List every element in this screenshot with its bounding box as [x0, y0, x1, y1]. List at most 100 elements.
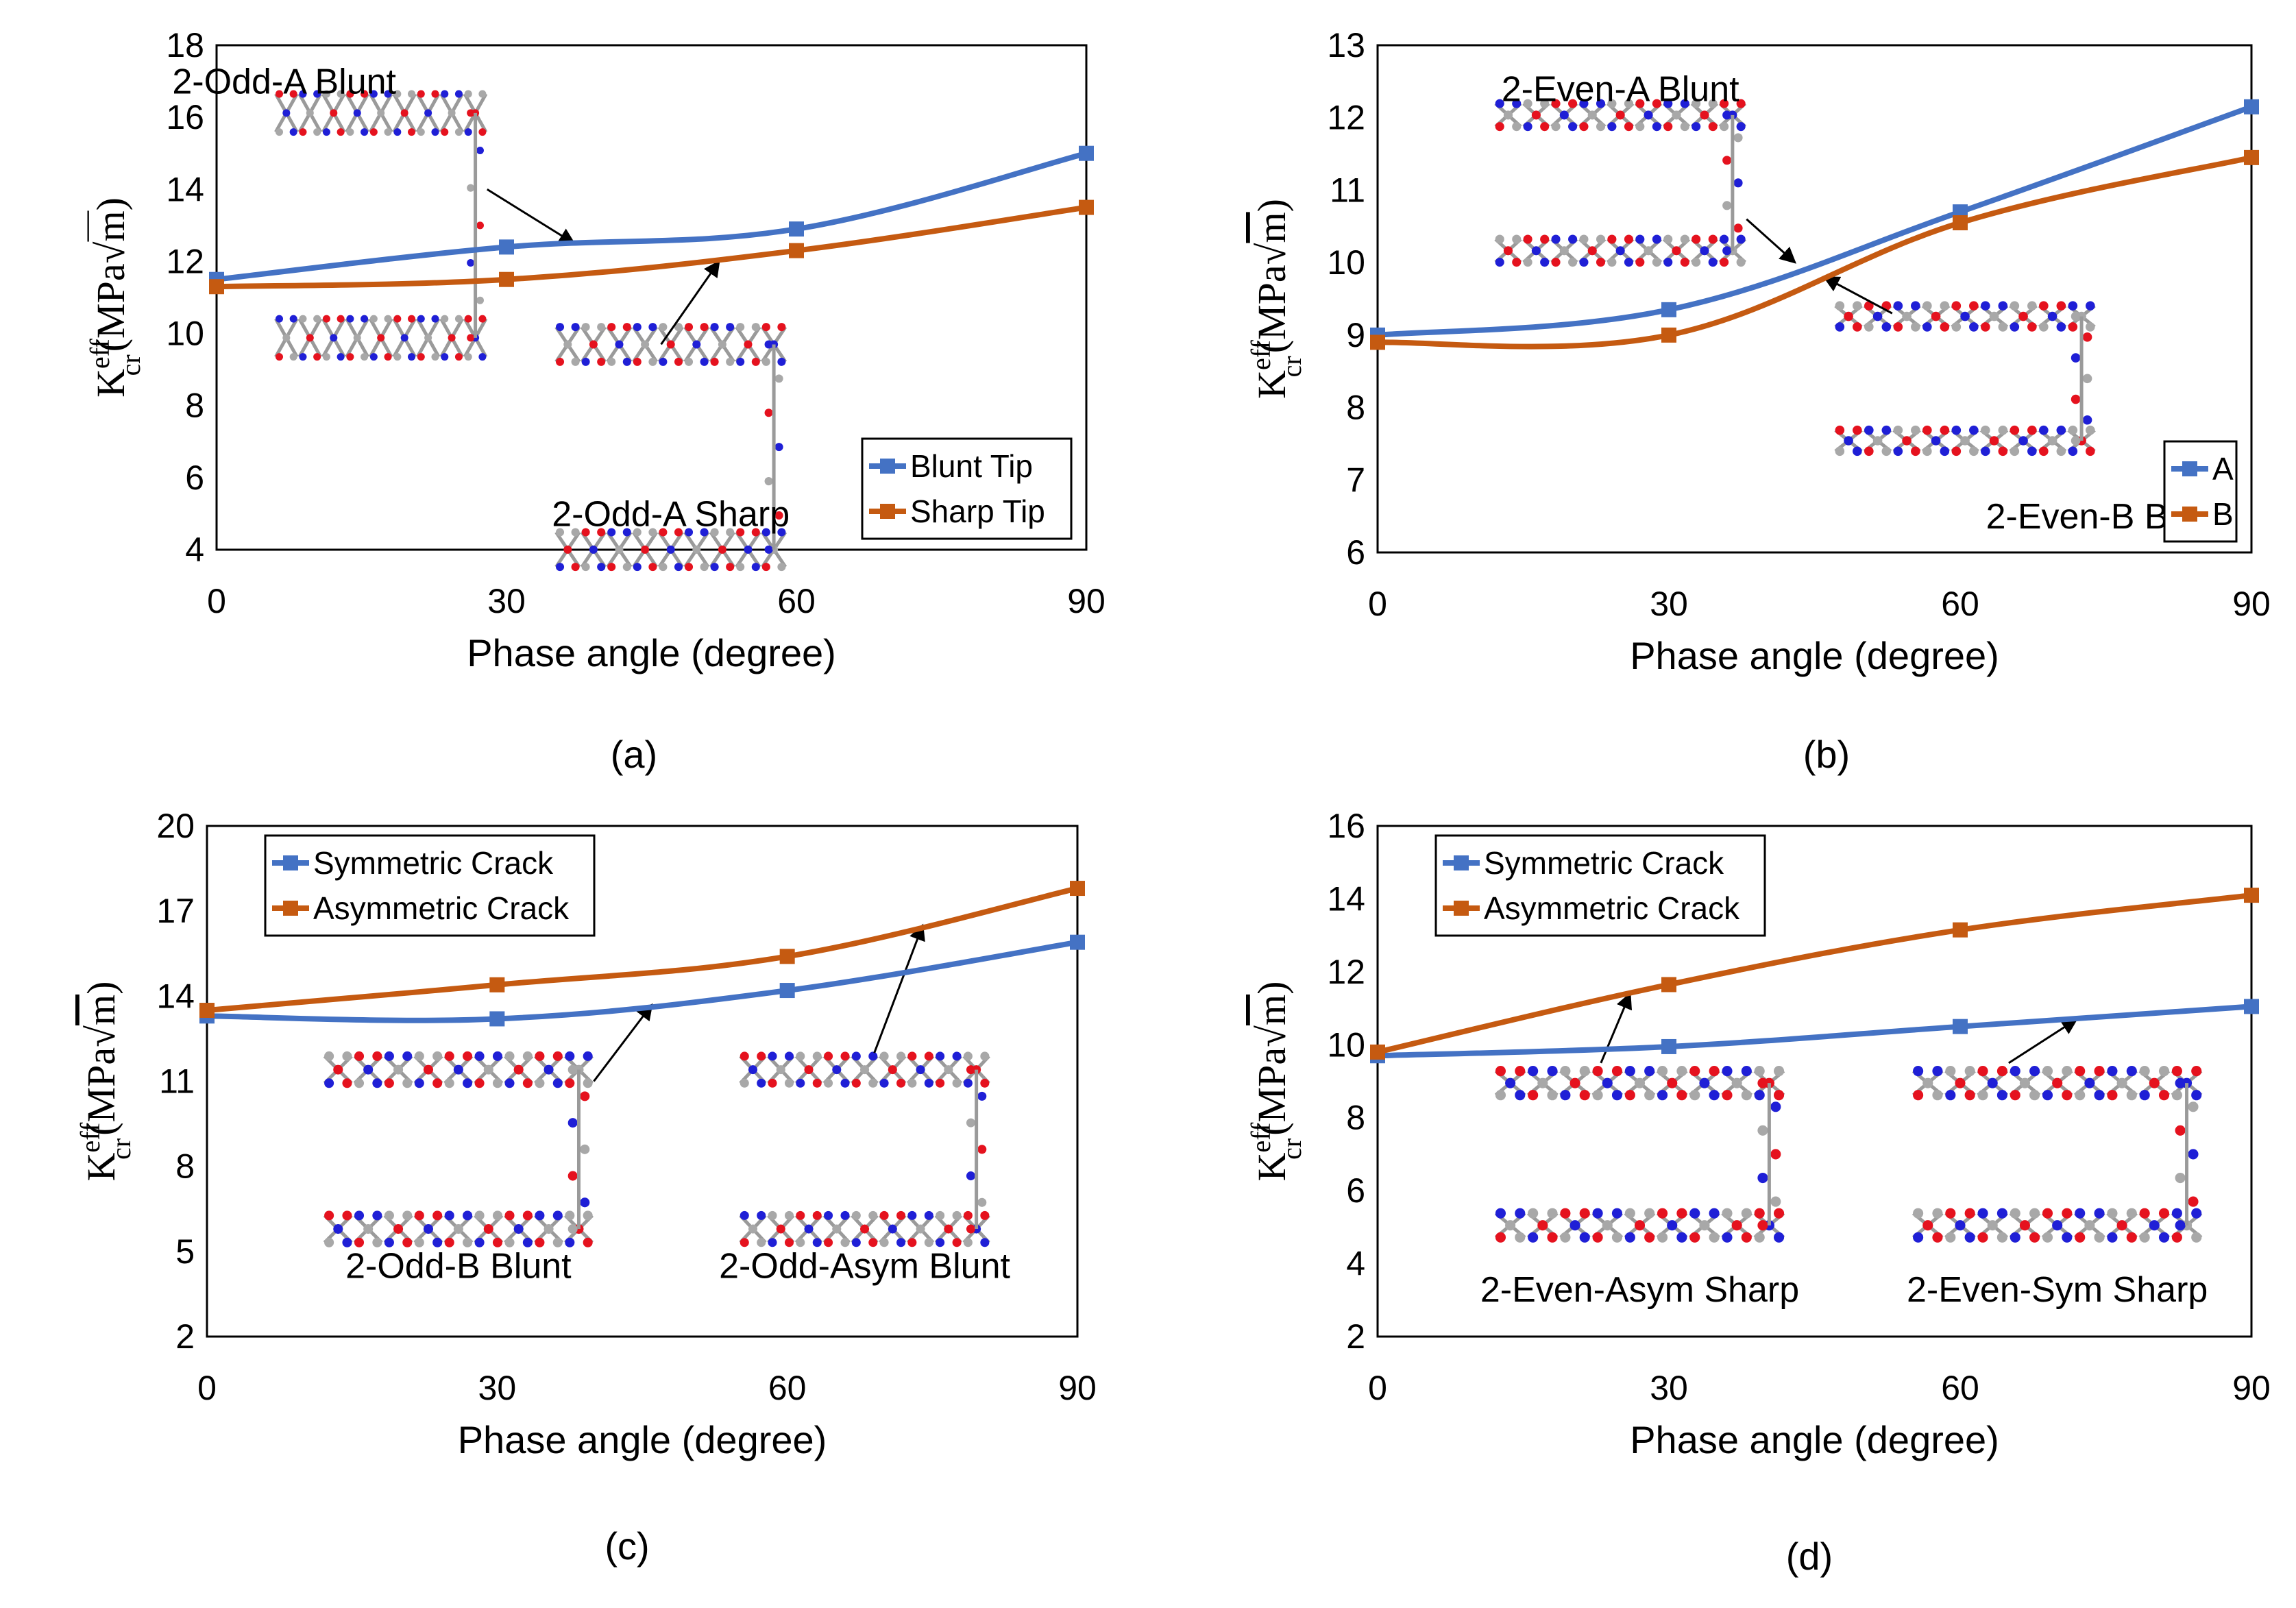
y-axis-label: Keffcr(MPa√m) — [84, 197, 146, 398]
inset-atom — [1902, 436, 1912, 446]
inset-atom — [322, 128, 330, 136]
inset-atom — [1579, 258, 1589, 267]
inset-atom — [400, 334, 408, 342]
inset-atom — [1708, 234, 1718, 244]
inset-atom — [1969, 322, 1979, 332]
inset-atom — [851, 1238, 861, 1247]
y-axis-label-unit-sqrt: √ — [1249, 243, 1294, 265]
inset-atom — [1503, 110, 1513, 120]
inset-atom — [1754, 1232, 1765, 1243]
inset-atom — [1722, 201, 1732, 210]
inset-atom — [1596, 258, 1606, 267]
structure-inset — [1494, 1066, 1785, 1243]
inset-atom — [1592, 1232, 1603, 1243]
inset-atom — [322, 353, 330, 361]
inset-atom — [736, 357, 745, 366]
inset-atom — [1940, 446, 1950, 456]
inset-atom — [393, 353, 402, 361]
inset-atom — [2107, 1066, 2118, 1077]
inset-atom — [1505, 1077, 1516, 1088]
inset-atom — [952, 1078, 962, 1088]
inset-atom — [393, 315, 402, 323]
annotation-arrow — [593, 1003, 653, 1082]
inset-atom — [1913, 1066, 1924, 1077]
inset-atom — [407, 315, 416, 323]
inset-atom — [1736, 234, 1746, 244]
inset-atom — [1757, 1125, 1768, 1136]
inset-atom — [774, 443, 783, 452]
x-tick-label: 60 — [1941, 585, 1979, 623]
inset-atom — [1844, 311, 1853, 321]
inset-atom — [977, 1091, 987, 1101]
inset-atom — [2010, 1208, 2020, 1219]
inset-atom — [504, 1051, 515, 1061]
inset-atom — [2086, 322, 2095, 332]
inset-atom — [757, 1078, 766, 1088]
y-axis-label-unit-sqrt: √ — [88, 241, 133, 263]
inset-atom — [718, 340, 726, 349]
inset-atom — [740, 1078, 749, 1088]
inset-atom — [1932, 1066, 1943, 1077]
inset-atom — [796, 1238, 805, 1247]
inset-atom — [1568, 122, 1578, 132]
inset-atom — [1560, 1208, 1571, 1219]
legend: Symmetric Crack Asymmetric Crack — [264, 834, 596, 937]
data-point — [199, 1003, 215, 1019]
inset-atom — [888, 1065, 897, 1075]
inset-atom — [784, 1238, 794, 1247]
inset-atom — [685, 357, 694, 366]
x-axis-label: Phase angle (degree) — [1630, 634, 1999, 677]
inset-atom — [1951, 301, 1962, 311]
inset-atom — [2107, 1208, 2118, 1219]
inset-atom — [330, 334, 338, 342]
inset-atom — [2094, 1208, 2105, 1219]
inset-atom — [622, 563, 631, 572]
inset-atom — [1611, 1208, 1622, 1219]
inset-atom — [2158, 1232, 2170, 1243]
inset-atom — [1540, 234, 1550, 244]
inset-atom — [583, 1237, 593, 1247]
inset-atom — [1864, 322, 1874, 332]
inset-atom — [463, 1051, 473, 1061]
inset-atom — [1624, 258, 1633, 267]
inset-atom — [2171, 1066, 2182, 1077]
inset-atom — [840, 1051, 850, 1061]
inset-atom — [768, 1078, 777, 1088]
inset-atom — [1709, 1232, 1720, 1243]
inset-atom — [464, 128, 472, 136]
inset-atom — [761, 357, 770, 366]
inset-atom — [467, 184, 475, 192]
annotation-arrow — [2008, 1018, 2079, 1064]
inset-atom — [1881, 322, 1892, 332]
inset-atom — [1945, 1066, 1956, 1077]
inset-atom — [1523, 122, 1532, 132]
inset-atom — [2029, 1232, 2040, 1243]
inset-atom — [868, 1238, 878, 1247]
inset-atom — [812, 1051, 822, 1061]
inset-atom — [1722, 1066, 1733, 1077]
data-point — [1661, 302, 1676, 317]
inset-atom — [2068, 301, 2078, 311]
series-line — [1377, 892, 2252, 1055]
inset-atom — [757, 1210, 766, 1220]
y-axis-label: Keffcr(MPa√m) — [1245, 199, 1307, 399]
inset-atom — [685, 323, 694, 332]
inset-atom — [2094, 1232, 2105, 1243]
inset-atom — [1547, 1090, 1558, 1101]
inset-atom — [2047, 436, 2057, 446]
inset-atom — [1733, 223, 1743, 233]
y-tick-label: 20 — [156, 807, 195, 845]
inset-atom — [1722, 110, 1732, 120]
inset-atom — [454, 128, 463, 136]
x-tick-label: 0 — [1368, 585, 1387, 623]
inset-atom — [751, 563, 760, 572]
inset-atom — [571, 528, 580, 537]
y-axis-label-unit-close: ) — [1249, 982, 1294, 995]
inset-atom — [407, 128, 416, 136]
inset-atom — [1515, 1066, 1526, 1077]
inset-atom — [581, 528, 590, 537]
inset-atom — [580, 1091, 590, 1101]
legend-entry: Symmetric Crack — [1484, 845, 1724, 881]
inset-atom — [363, 1224, 374, 1234]
inset-atom — [1720, 122, 1729, 132]
